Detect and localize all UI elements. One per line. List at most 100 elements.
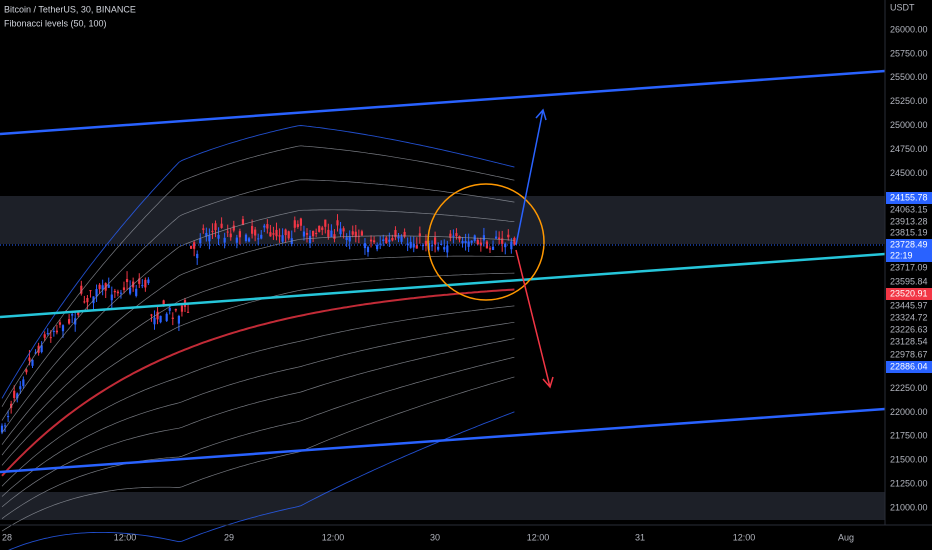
candle-body (296, 224, 299, 227)
candle-body (186, 311, 190, 313)
candle-body (190, 245, 193, 249)
candle-body (263, 225, 266, 228)
price-tag-label: 23913.28 (890, 216, 928, 226)
candle-body (467, 241, 470, 247)
band-line (1, 338, 515, 508)
candle-body (513, 237, 516, 245)
candle-body (159, 315, 162, 323)
candle-body (272, 233, 275, 235)
price-tag-label: 23595.84 (890, 276, 928, 286)
time-label: 31 (635, 532, 645, 542)
candle-body (241, 219, 245, 226)
band-line (1, 145, 515, 407)
candle-body (391, 238, 394, 241)
candle-body (0, 425, 4, 433)
price-axis (885, 0, 932, 550)
band-line (1, 125, 515, 399)
candle-body (61, 325, 65, 332)
candle-body (400, 236, 403, 242)
candle-body (464, 241, 467, 244)
price-tick-label: 22250.00 (890, 383, 928, 393)
price-tag-label: 23728.49 (890, 239, 928, 249)
candle-body (269, 232, 272, 237)
candle-body (440, 243, 443, 245)
candle-body (71, 314, 74, 316)
price-tick-label: 25000.00 (890, 120, 928, 130)
price-tag-label: 22:19 (890, 250, 913, 260)
price-tag-label: 24155.78 (890, 192, 928, 202)
candle-body (342, 228, 345, 232)
time-label: 30 (430, 532, 440, 542)
price-tick-label: 25750.00 (890, 48, 928, 58)
candle-body (244, 234, 248, 242)
band-line (1, 235, 515, 445)
candle-body (214, 223, 217, 231)
candle-body (339, 228, 342, 235)
candle-body (238, 231, 241, 238)
candle-body (31, 359, 34, 366)
candle-body (305, 233, 309, 235)
candle-body (482, 235, 485, 241)
candle-body (34, 352, 37, 354)
candle-body (110, 294, 113, 301)
candle-body (275, 229, 278, 237)
candle-body (235, 237, 238, 243)
candle-body (168, 307, 171, 311)
candle-body (458, 236, 461, 240)
candle-body (278, 235, 281, 237)
candle-body (446, 245, 449, 253)
candle-body (77, 311, 80, 315)
band-line (1, 255, 515, 456)
candle-body (412, 243, 415, 248)
time-label: 12:00 (322, 532, 345, 542)
candle-body (491, 246, 495, 251)
candle-body (208, 235, 211, 242)
arrow-up (515, 108, 547, 246)
price-tick-label: 24500.00 (890, 168, 928, 178)
candle-body (324, 219, 327, 227)
candle-body (427, 243, 431, 251)
candle-body (434, 237, 437, 245)
candle-body (330, 230, 333, 238)
time-label: 12:00 (527, 532, 550, 542)
candle-body (421, 245, 424, 247)
candle-body (16, 393, 19, 399)
candle-body (138, 278, 141, 284)
band-line (1, 272, 515, 466)
candle-body (135, 288, 138, 296)
candle-body (470, 240, 473, 243)
price-tag (886, 288, 932, 300)
price-tag-label: 23128.54 (890, 336, 928, 346)
candle-body (95, 289, 98, 297)
candle-body (354, 231, 357, 238)
candle-body (86, 297, 89, 303)
candle-body (107, 284, 110, 288)
price-tag (886, 250, 932, 262)
candle-body (147, 279, 150, 284)
candle-body (40, 345, 43, 353)
candle-body (403, 231, 406, 237)
channel-top (0, 69, 886, 136)
candle-body (495, 236, 498, 239)
price-tick-label: 22000.00 (890, 407, 928, 417)
candle-body (281, 235, 284, 242)
candle-body (257, 238, 260, 240)
candle-body (193, 242, 196, 249)
plot (0, 125, 516, 550)
indicator: Fibonacci levels (50, 100) (4, 18, 107, 28)
candle-body (113, 290, 116, 293)
candle-body (318, 225, 321, 232)
candle-body (196, 253, 199, 259)
price-tag-label: 23324.72 (890, 312, 928, 322)
time-label: 29 (224, 532, 234, 542)
candle-body (504, 243, 507, 248)
candle-body (83, 301, 86, 303)
price-tick-label: 21000.00 (890, 502, 928, 512)
candle-body (366, 247, 370, 253)
candle-body (345, 237, 348, 241)
candle-body (229, 233, 232, 238)
candle-body (49, 337, 52, 339)
candle-body (385, 237, 388, 243)
candle-body (226, 231, 229, 233)
price-tag-label: 22978.67 (890, 349, 928, 359)
